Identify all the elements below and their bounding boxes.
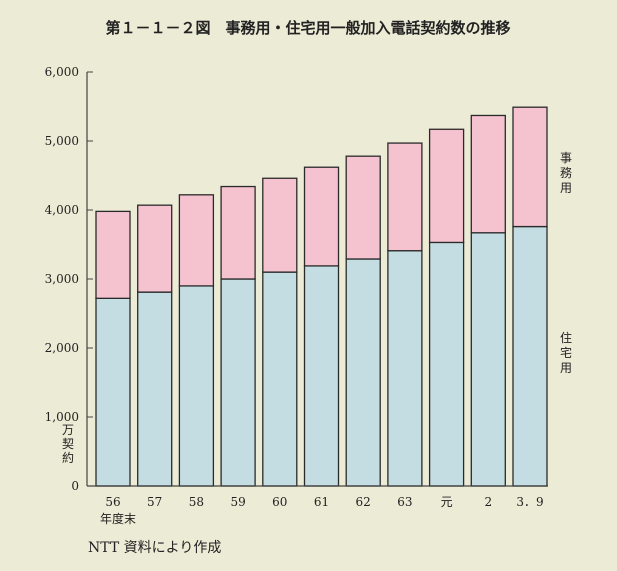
- source-note: NTT 資料により作成: [88, 540, 221, 556]
- y-unit-text: 万契約: [62, 423, 74, 465]
- bar-residential: [470, 232, 506, 487]
- bar-business: [262, 177, 298, 273]
- bar-business: [95, 210, 131, 299]
- svg-text:用: 用: [560, 181, 572, 195]
- svg-text:用: 用: [560, 361, 572, 375]
- svg-text:契: 契: [62, 437, 74, 451]
- svg-text:務: 務: [560, 166, 572, 180]
- bar-residential: [262, 271, 298, 487]
- x-tick-label: 62: [356, 495, 371, 509]
- svg-text:万: 万: [62, 423, 74, 437]
- bar-business: [178, 194, 215, 287]
- x-tick-label: 59: [230, 495, 245, 509]
- bar-business: [387, 142, 423, 252]
- y-tick-label: 1,000: [45, 410, 79, 424]
- svg-text:事: 事: [560, 151, 572, 165]
- y-tick-label: 0: [71, 479, 79, 493]
- y-axis: 0 1,000 2,000 3,000 4,000 5,000 6,000: [45, 65, 93, 493]
- bar-residential: [512, 225, 548, 487]
- x-tick-label: 57: [147, 495, 162, 509]
- bar-business: [220, 185, 256, 280]
- bar-residential: [178, 285, 215, 487]
- y-tick-label: 5,000: [45, 134, 79, 148]
- svg-text:住: 住: [560, 331, 572, 345]
- x-tick-label: 3．9: [516, 495, 543, 509]
- bar-residential: [95, 297, 131, 487]
- y-tick-label: 4,000: [45, 203, 79, 217]
- bar-business: [470, 114, 506, 234]
- x-tick-label: 56: [105, 495, 120, 509]
- bar-business: [303, 166, 340, 267]
- x-tick-label: 2: [484, 495, 492, 509]
- y-tick-label: 3,000: [45, 272, 79, 286]
- bar-residential: [345, 258, 381, 487]
- bar-business: [428, 128, 465, 244]
- x-tick-label: 60: [272, 495, 287, 509]
- y-tick-label: 2,000: [45, 341, 79, 355]
- bar-residential: [428, 241, 465, 487]
- y-tick-label: 6,000: [45, 65, 79, 79]
- bar-business: [345, 155, 381, 260]
- bar-residential: [220, 278, 256, 487]
- x-unit-label: 年度末: [100, 511, 136, 526]
- x-tick-label: 63: [397, 495, 412, 509]
- x-tick-label: 58: [189, 495, 204, 509]
- series-label-residential: 住宅用: [560, 331, 572, 375]
- svg-text:約: 約: [62, 450, 74, 465]
- bar-business: [137, 204, 173, 293]
- chart-title: 第１－１－２図 事務用・住宅用一般加入電話契約数の推移: [105, 19, 510, 37]
- y-unit-label: 万契約: [62, 423, 74, 465]
- x-tick-label: 61: [314, 495, 329, 509]
- x-axis: 56 57 58 59 60 61 62 63 元 2 3．9: [87, 485, 548, 509]
- series-label-business: 事務用: [560, 151, 572, 195]
- bar-residential: [387, 250, 423, 487]
- bars: [95, 106, 548, 487]
- bar-residential: [303, 265, 340, 487]
- bar-residential: [137, 291, 173, 487]
- x-tick-label: 元: [441, 495, 453, 509]
- bar-business: [512, 106, 548, 228]
- svg-text:宅: 宅: [560, 345, 572, 360]
